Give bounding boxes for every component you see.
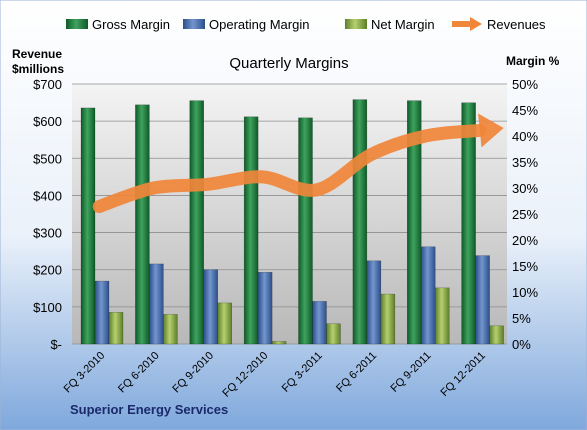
revenue-line-group xyxy=(92,113,504,214)
legend-revenues-label: Revenues xyxy=(487,17,546,32)
gross-margin-bar xyxy=(407,100,422,345)
left-tick-label: $400 xyxy=(33,188,62,203)
legend-operating-label: Operating Margin xyxy=(209,17,309,32)
gross-margin-bar xyxy=(352,99,368,345)
net-margin-bar xyxy=(380,293,396,345)
right-tick-label: 40% xyxy=(512,129,538,144)
legend: Gross Margin Operating Margin Net Margin… xyxy=(66,17,546,32)
left-axis: $- $100 $200 $300 $400 $500 $600 $700 xyxy=(33,77,62,352)
left-tick-label: $300 xyxy=(33,226,62,241)
right-tick-label: 50% xyxy=(512,77,538,92)
operating-margin-bar xyxy=(203,269,218,345)
operating-margin-bar xyxy=(149,263,164,345)
right-tick-label: 45% xyxy=(512,103,538,118)
gross-margin-bar xyxy=(243,116,259,345)
net-margin-bar xyxy=(326,323,341,345)
net-margin-bar xyxy=(163,314,178,345)
right-tick-label: 35% xyxy=(512,155,538,170)
right-axis: 0% 5% 10% 15% 20% 25% 30% 35% 40% 45% 50% xyxy=(512,77,538,352)
legend-swatch-operating xyxy=(183,19,205,29)
left-axis-title-line1: Revenue xyxy=(12,47,62,61)
left-tick-label: $500 xyxy=(33,151,62,166)
right-tick-label: 15% xyxy=(512,259,538,274)
legend-gross-label: Gross Margin xyxy=(92,17,170,32)
legend-swatch-net xyxy=(345,19,367,29)
gross-margin-bar xyxy=(298,117,313,345)
operating-margin-bar xyxy=(475,255,490,345)
revenue-arrowhead xyxy=(478,113,504,148)
operating-margin-bar xyxy=(366,260,382,345)
legend-swatch-gross xyxy=(66,19,88,29)
right-tick-label: 20% xyxy=(512,233,538,248)
gross-margin-bar xyxy=(80,107,96,345)
right-tick-label: 25% xyxy=(512,207,538,222)
revenue-line xyxy=(92,123,487,214)
left-tick-label: $700 xyxy=(33,77,62,92)
gross-margin-bar xyxy=(135,104,150,345)
operating-margin-bar xyxy=(421,246,436,345)
right-tick-label: 0% xyxy=(512,337,531,352)
left-tick-label: $200 xyxy=(33,263,62,278)
company-name: Superior Energy Services xyxy=(70,402,228,417)
net-margin-bar xyxy=(217,302,232,345)
chart-title: Quarterly Margins xyxy=(229,55,348,72)
right-axis-title: Margin % xyxy=(506,54,560,68)
legend-arrow-icon xyxy=(470,17,482,31)
left-tick-label: $- xyxy=(50,337,62,352)
right-tick-label: 30% xyxy=(512,181,538,196)
gross-margin-bar xyxy=(461,102,476,345)
gross-margin-bar xyxy=(189,100,204,345)
net-margin-bar xyxy=(271,341,287,345)
operating-margin-bar xyxy=(257,271,273,345)
net-margin-bar xyxy=(435,287,450,345)
right-tick-label: 10% xyxy=(512,285,538,300)
legend-net-label: Net Margin xyxy=(371,17,435,32)
net-margin-bar xyxy=(489,325,504,345)
bars-group xyxy=(80,99,504,345)
left-tick-label: $600 xyxy=(33,114,62,129)
operating-margin-bar xyxy=(94,280,110,345)
left-axis-title-line2: $millions xyxy=(12,62,64,76)
left-tick-label: $100 xyxy=(33,300,62,315)
right-tick-label: 5% xyxy=(512,311,531,326)
operating-margin-bar xyxy=(312,301,327,345)
net-margin-bar xyxy=(108,312,124,345)
